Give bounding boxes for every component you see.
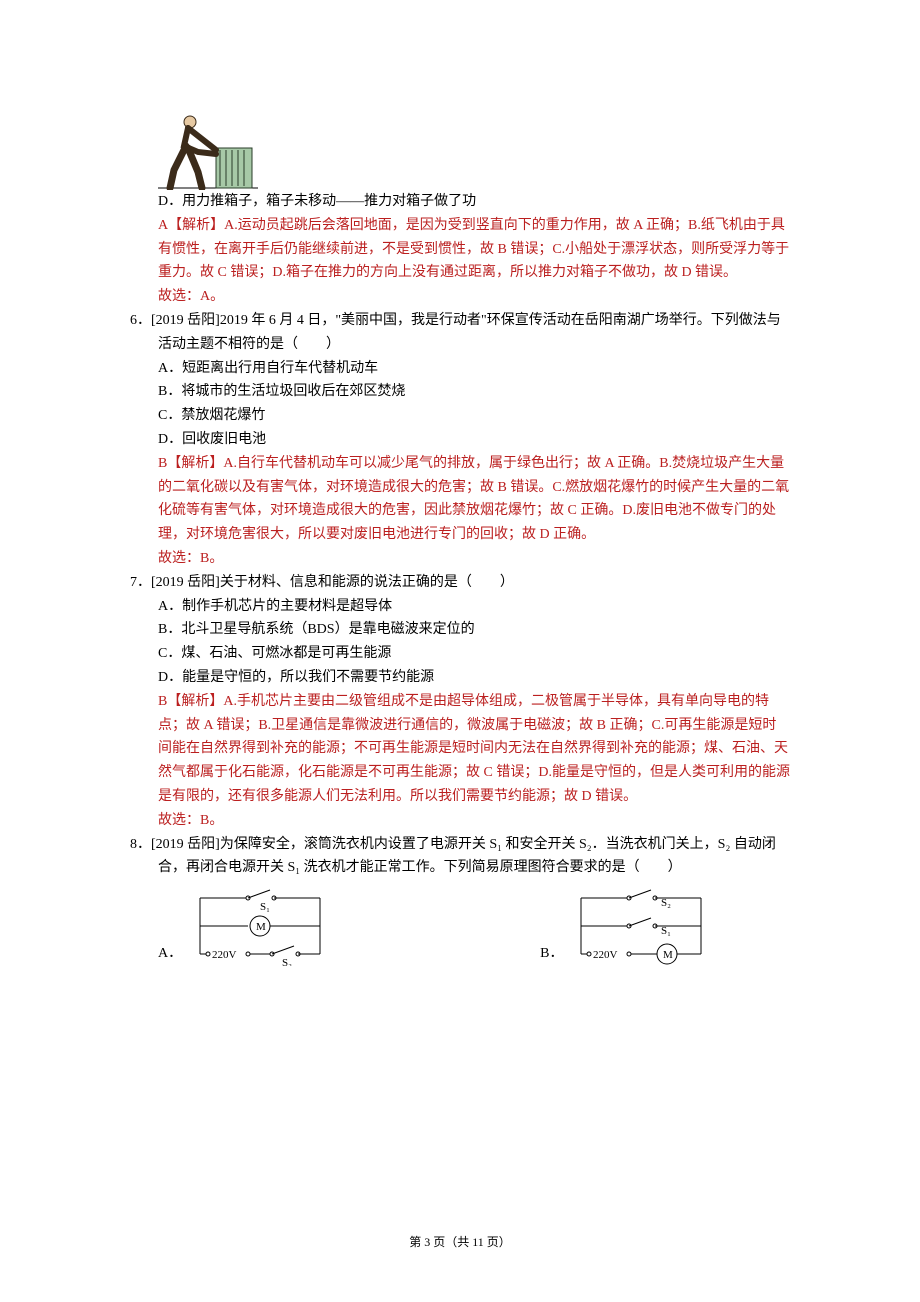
- circuit-a-220v-label: 220V: [212, 949, 237, 961]
- circuit-a-icon: S₁ M 220V S₂: [190, 886, 330, 966]
- q6-option-a: A．短距离出行用自行车代替机动车: [158, 357, 790, 381]
- q6-explanation-2: 故选：B。: [158, 547, 790, 571]
- q8-option-a-wrapper: A． S₁ M 220V: [158, 886, 330, 966]
- page-container: D．用力推箱子，箱子未移动——推力对箱子做了功 A【解析】A.运动员起跳后会落回…: [0, 0, 920, 1302]
- circuit-a-motor-label: M: [256, 921, 266, 933]
- q5-illustration: [158, 110, 790, 190]
- circuit-b-s2-label: S₂: [661, 897, 671, 909]
- q8-options-row: A． S₁ M 220V: [158, 886, 790, 966]
- q7-explanation-1: B【解析】A.手机芯片主要由二级管组成不是由超导体组成，二极管属于半导体，具有单…: [158, 690, 790, 809]
- q6-option-c: C．禁放烟花爆竹: [158, 404, 790, 428]
- q7-option-a: A．制作手机芯片的主要材料是超导体: [158, 595, 790, 619]
- circuit-b-220v-label: 220V: [593, 949, 618, 961]
- q6-option-b: B．将城市的生活垃圾回收后在郊区焚烧: [158, 380, 790, 404]
- circuit-a-s1-label: S₁: [260, 901, 270, 913]
- q7-option-c: C．煤、石油、可燃冰都是可再生能源: [158, 642, 790, 666]
- q6-option-d: D．回收废旧电池: [158, 428, 790, 452]
- q8-label-a: A．: [158, 942, 182, 966]
- q6-explanation-1: B【解析】A.自行车代替机动车可以减少尾气的排放，属于绿色出行；故 A 正确。B…: [158, 452, 790, 547]
- circuit-a-s2-label: S₂: [282, 957, 292, 966]
- page-footer: 第 3 页（共 11 页）: [0, 1232, 920, 1252]
- person-push-box-icon: [158, 110, 258, 190]
- circuit-b-icon: S₂ S₁ 220V M: [571, 886, 711, 966]
- q7-explanation-2: 故选：B。: [158, 809, 790, 833]
- q5-explanation-1: A【解析】A.运动员起跳后会落回地面，是因为受到竖直向下的重力作用，故 A 正确…: [158, 214, 790, 285]
- q8-stem: 8．[2019 岳阳]为保障安全，滚筒洗衣机内设置了电源开关 S₁ 和安全开关 …: [158, 833, 790, 881]
- q8-option-b-wrapper: B． S₂ S₁: [540, 886, 711, 966]
- circuit-b-motor-label: M: [663, 949, 673, 961]
- q8-label-b: B．: [540, 942, 563, 966]
- circuit-b-s1-label: S₁: [661, 925, 671, 937]
- q7-stem: 7．[2019 岳阳]关于材料、信息和能源的说法正确的是（ ）: [158, 571, 790, 595]
- q7-option-d: D．能量是守恒的，所以我们不需要节约能源: [158, 666, 790, 690]
- q5-option-d: D．用力推箱子，箱子未移动——推力对箱子做了功: [158, 190, 790, 214]
- q5-explanation-2: 故选：A。: [158, 285, 790, 309]
- q7-option-b: B．北斗卫星导航系统（BDS）是靠电磁波来定位的: [158, 618, 790, 642]
- q6-stem: 6．[2019 岳阳]2019 年 6 月 4 日，"美丽中国，我是行动者"环保…: [158, 309, 790, 357]
